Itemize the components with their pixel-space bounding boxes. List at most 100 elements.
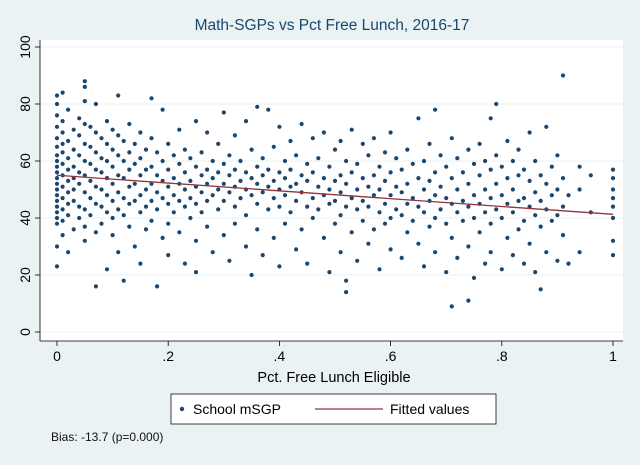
scatter-point — [138, 210, 143, 215]
scatter-point — [349, 170, 354, 175]
scatter-point — [505, 201, 510, 206]
scatter-point — [305, 261, 310, 266]
scatter-point — [271, 196, 276, 201]
scatter-point — [132, 161, 137, 166]
scatter-point — [82, 238, 87, 243]
scatter-point — [121, 176, 126, 181]
scatter-point — [294, 181, 299, 186]
scatter-point — [82, 79, 87, 84]
scatter-point — [321, 235, 326, 240]
scatter-point — [54, 101, 60, 107]
scatter-point — [82, 158, 87, 164]
scatter-point — [433, 107, 438, 112]
scatter-point — [54, 124, 60, 129]
scatter-point — [238, 158, 243, 164]
scatter-point — [460, 198, 465, 203]
scatter-point — [138, 156, 143, 161]
x-tick-label: 1 — [609, 348, 617, 364]
x-tick-label: .4 — [274, 348, 286, 364]
scatter-point — [88, 144, 93, 149]
scatter-point — [54, 164, 60, 169]
scatter-point — [255, 164, 260, 169]
scatter-point — [255, 201, 260, 206]
scatter-point — [299, 121, 304, 127]
y-tick-label: 0 — [17, 328, 33, 336]
scatter-point — [577, 250, 582, 255]
scatter-point — [166, 253, 171, 258]
y-tick-label: 40 — [17, 210, 33, 226]
scatter-point — [382, 201, 388, 206]
scatter-point — [338, 138, 343, 144]
scatter-point — [60, 90, 65, 95]
scatter-point — [193, 201, 199, 206]
scatter-point — [282, 221, 288, 226]
scatter-point — [221, 198, 226, 203]
scatter-point — [488, 221, 493, 226]
scatter-point — [360, 141, 365, 146]
x-tick-label: .2 — [162, 348, 174, 364]
scatter-point — [93, 201, 98, 206]
scatter-point — [388, 130, 393, 135]
scatter-point — [566, 261, 571, 266]
scatter-point — [77, 133, 82, 138]
scatter-point — [243, 170, 249, 175]
scatter-point — [466, 181, 471, 186]
scatter-point — [221, 181, 226, 186]
scatter-point — [494, 181, 499, 186]
scatter-point — [388, 247, 393, 252]
scatter-point — [510, 158, 515, 164]
scatter-point — [555, 187, 560, 192]
scatter-point — [388, 170, 393, 175]
scatter-point — [116, 207, 121, 212]
scatter-point — [149, 96, 154, 101]
scatter-point — [382, 221, 388, 226]
legend-marker-school-msgp — [179, 406, 185, 412]
scatter-point — [88, 161, 93, 166]
scatter-point — [399, 190, 404, 195]
scatter-point — [66, 167, 71, 172]
scatter-point — [160, 196, 165, 201]
scatter-point — [488, 196, 493, 201]
scatter-point — [71, 187, 76, 192]
scatter-point — [433, 193, 438, 198]
scatter-point — [371, 173, 376, 178]
scatter-point — [399, 255, 404, 260]
scatter-point — [366, 241, 371, 246]
scatter-point — [66, 156, 71, 161]
scatter-point — [366, 184, 371, 189]
scatter-point — [60, 141, 65, 146]
scatter-point — [477, 173, 482, 178]
scatter-point — [54, 193, 60, 198]
scatter-point — [521, 167, 527, 172]
chart-title: Math-SGPs vs Pct Free Lunch, 2016-17 — [195, 17, 470, 34]
scatter-point — [232, 133, 237, 138]
scatter-point — [455, 210, 460, 215]
scatter-point — [338, 173, 343, 178]
scatter-point — [288, 138, 293, 144]
scatter-point — [54, 113, 60, 118]
scatter-point — [243, 244, 249, 249]
scatter-point — [327, 187, 332, 192]
scatter-point — [82, 207, 87, 212]
scatter-point — [227, 190, 232, 195]
scatter-point — [127, 184, 132, 189]
scatter-point — [166, 184, 171, 189]
scatter-point — [427, 141, 432, 146]
scatter-point — [527, 204, 532, 209]
scatter-point — [82, 99, 87, 104]
scatter-point — [549, 164, 554, 169]
scatter-point — [338, 250, 343, 255]
scatter-point — [121, 278, 126, 283]
scatter-point — [533, 270, 538, 275]
scatter-point — [260, 190, 265, 195]
scatter-point — [116, 153, 121, 158]
scatter-point — [405, 147, 410, 152]
scatter-point — [577, 164, 582, 169]
scatter-point — [205, 224, 210, 229]
scatter-point — [355, 161, 360, 166]
y-tick-label: 80 — [17, 96, 33, 112]
scatter-point — [93, 101, 98, 107]
scatter-point — [127, 201, 132, 206]
scatter-point — [288, 184, 293, 189]
